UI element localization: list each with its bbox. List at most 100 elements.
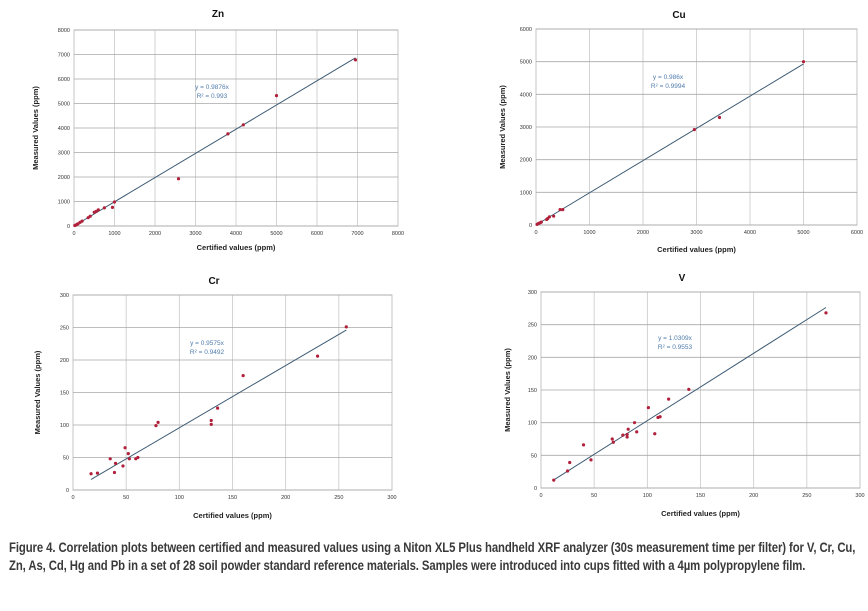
data-point [127,457,131,461]
data-point [315,354,320,358]
data-point [123,446,127,450]
trendline-r-squared: R² = 0.993 [197,93,228,100]
y-tick-label: 100 [528,421,537,427]
chart-cu: 0 1000 2000 3000 4000 5000 6000 0 1000 2000 3000 40… [498,10,863,254]
data-point [635,430,639,434]
trendline-r-squared: R² = 0.9553 [658,344,693,351]
y-tick-label: 300 [528,290,537,296]
y-axis-label: Measured Values (ppm) [31,86,40,170]
trendline-r-squared: R² = 0.9492 [190,349,225,356]
data-point [625,432,629,437]
data-point [611,440,615,444]
data-point [667,397,671,401]
trendline-equation: y = 0.9876x [195,84,230,91]
x-tick-label: 0 [534,230,537,236]
x-tick-label: 100 [175,495,184,501]
data-point [552,214,556,218]
x-tick-label: 2000 [637,230,649,236]
data-point [209,418,213,423]
data-point [154,424,158,428]
x-axis-label: Certified values (ppm) [657,245,736,254]
trendline-r-squared: R² = 0.9994 [651,83,686,90]
x-tick-label: 1000 [583,230,595,236]
data-point [112,470,117,475]
y-axis-label: Measured Values (ppm) [498,85,507,169]
y-tick-label: 7000 [58,53,70,59]
x-tick-label: 8000 [392,231,404,237]
x-tick-label: 200 [749,493,758,499]
data-point [176,177,181,181]
y-tick-label: 5000 [520,60,532,66]
figure-charts: 0 1000 2000 3000 4000 5000 6000 7000 80000100020… [31,9,865,520]
x-tick-label: 0 [72,231,75,237]
x-tick-label: 2000 [149,231,161,237]
data-point [110,205,115,209]
x-tick-label: 7000 [351,231,363,237]
x-tick-label: 150 [696,493,705,499]
trendline [73,57,356,227]
y-tick-label: 2000 [58,175,70,181]
y-tick-label: 8000 [58,28,70,34]
data-point [547,215,551,219]
data-point [121,464,125,468]
data-point [102,206,106,210]
data-point [96,208,100,212]
y-tick-label: 4000 [520,92,532,98]
y-tick-label: 1000 [520,190,532,196]
data-point [581,443,586,447]
y-tick-label: 150 [60,391,69,397]
data-point [95,471,100,475]
x-tick-label: 0 [539,493,542,499]
y-tick-label: 0 [67,224,70,230]
data-point [241,374,245,378]
trendline [553,307,827,481]
y-tick-label: 3000 [58,151,70,157]
chart-title: V [679,273,686,284]
y-tick-label: 50 [531,453,537,459]
data-point [658,415,662,419]
y-axis-label: Measured Values (ppm) [33,350,42,434]
chart-v: 0 50 100 150 200 250 300 0 50 100 150 200 250 300 V Cer… [503,273,865,518]
data-point [126,452,130,456]
x-tick-label: 4000 [230,231,242,237]
y-tick-label: 1000 [58,200,70,206]
x-tick-label: 6000 [851,230,863,236]
y-tick-label: 5000 [58,102,70,108]
trendline [535,63,804,226]
x-tick-label: 150 [228,495,237,501]
x-tick-label: 6000 [311,231,323,237]
trendline [90,329,347,480]
data-point [653,432,657,436]
data-point [646,406,650,410]
data-point [621,433,625,437]
x-tick-label: 200 [281,495,290,501]
chart-title: Cr [208,276,219,287]
data-point [344,325,348,329]
x-tick-label: 50 [123,495,129,501]
x-tick-label: 1000 [108,231,120,237]
data-point [113,461,118,465]
chart-title: Cu [672,10,685,21]
data-point [552,478,556,482]
y-tick-label: 250 [528,323,537,329]
y-tick-label: 150 [528,388,537,394]
data-point [589,458,593,462]
x-tick-label: 3000 [189,231,201,237]
y-tick-label: 200 [528,355,537,361]
x-axis-label: Certified values (ppm) [193,511,272,520]
x-axis-label: Certified values (ppm) [197,243,276,252]
data-point [717,115,722,120]
y-tick-label: 0 [529,223,532,229]
data-point [824,311,828,315]
y-tick-label: 100 [60,423,69,429]
data-point [565,469,570,473]
y-tick-label: 6000 [58,77,70,83]
data-point [539,220,543,224]
data-point [156,420,160,424]
y-tick-label: 50 [63,456,69,462]
x-tick-label: 5000 [270,231,282,237]
x-tick-label: 100 [643,493,652,499]
data-point [561,208,565,212]
x-tick-label: 300 [855,493,864,499]
chart-cr: 0 50 100 150 200 250 300 0 50 100 150 200 250 300 Cr Ce… [33,276,397,520]
